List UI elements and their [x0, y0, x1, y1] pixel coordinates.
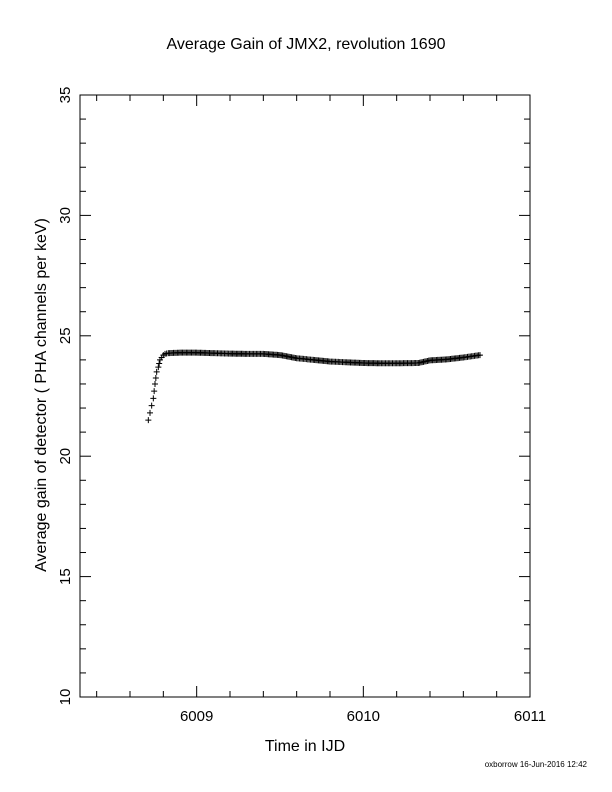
y-tick-label: 15 — [57, 568, 74, 585]
data-point — [153, 368, 160, 375]
data-point — [151, 388, 158, 395]
x-tick-label: 6010 — [347, 708, 380, 725]
y-tick-label: 10 — [57, 689, 74, 706]
x-tick-label: 6009 — [180, 708, 213, 725]
y-axis-label: Average gain of detector ( PHA channels … — [33, 218, 50, 572]
data-point — [148, 402, 155, 409]
y-tick-label: 35 — [57, 87, 74, 104]
chart-title: Average Gain of JMX2, revolution 1690 — [166, 36, 446, 53]
data-point — [147, 409, 153, 416]
data-point — [145, 417, 152, 424]
data-point — [150, 395, 157, 402]
y-tick-label: 30 — [57, 207, 74, 224]
data-point — [477, 352, 483, 359]
data-point — [155, 364, 162, 371]
data-point — [152, 380, 158, 387]
plot-frame — [79, 94, 531, 698]
x-tick-label: 6011 — [514, 708, 546, 725]
data-point — [152, 374, 159, 381]
y-tick-label: 20 — [57, 448, 74, 465]
data-point — [156, 360, 163, 367]
y-tick-label: 25 — [57, 327, 74, 344]
footer-credit: oxborrow 16-Jun-2016 12:42 — [484, 760, 587, 769]
x-axis-label: Time in IJD — [264, 738, 346, 755]
